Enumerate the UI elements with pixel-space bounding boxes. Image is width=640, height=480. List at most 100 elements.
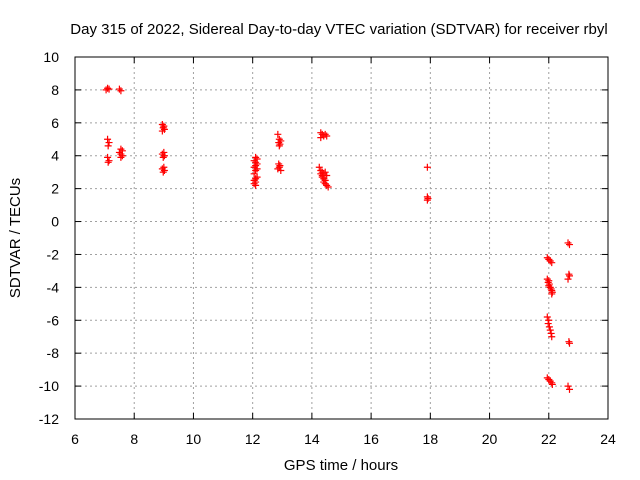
y-axis-label: SDTVAR / TECUs bbox=[7, 178, 24, 298]
data-series-sdtvar bbox=[102, 84, 574, 393]
data-point bbox=[545, 255, 553, 263]
data-point bbox=[250, 157, 258, 165]
data-point bbox=[118, 152, 126, 160]
x-tick-label: 16 bbox=[363, 431, 379, 447]
data-point bbox=[321, 168, 329, 176]
data-point bbox=[315, 163, 323, 171]
x-tick-label: 22 bbox=[541, 431, 557, 447]
data-point bbox=[253, 165, 261, 173]
data-point bbox=[321, 180, 329, 188]
y-tick-label: -8 bbox=[47, 345, 60, 361]
data-point bbox=[274, 130, 282, 138]
data-point bbox=[323, 132, 331, 140]
data-point bbox=[318, 173, 326, 181]
x-tick-label: 6 bbox=[71, 431, 79, 447]
data-point bbox=[159, 124, 167, 132]
data-point bbox=[158, 120, 166, 128]
x-tick-label: 20 bbox=[482, 431, 498, 447]
y-tick-label: 0 bbox=[51, 214, 59, 230]
data-point bbox=[159, 153, 167, 161]
data-point bbox=[546, 326, 554, 334]
x-tick-label: 10 bbox=[186, 431, 202, 447]
data-point bbox=[543, 313, 551, 321]
data-point bbox=[543, 374, 551, 382]
data-point bbox=[275, 142, 283, 150]
grid-lines bbox=[75, 57, 608, 419]
data-point bbox=[543, 254, 551, 262]
data-point bbox=[115, 85, 123, 93]
x-tick-label: 12 bbox=[245, 431, 261, 447]
data-point bbox=[102, 86, 110, 94]
data-point bbox=[564, 239, 572, 247]
data-point bbox=[566, 385, 574, 393]
y-tick-label: 10 bbox=[43, 49, 59, 65]
data-point bbox=[544, 320, 552, 328]
data-point bbox=[548, 259, 556, 267]
data-point bbox=[423, 196, 431, 204]
data-point bbox=[105, 139, 113, 147]
data-point bbox=[160, 167, 168, 175]
data-point bbox=[317, 134, 325, 142]
y-tick-labels: 10 8 6 4 2 0 -2 -4 -6 -8 -10 -12 bbox=[39, 49, 59, 427]
data-point bbox=[566, 339, 574, 347]
data-point bbox=[277, 167, 285, 175]
data-point bbox=[323, 181, 331, 189]
y-tick-label: -2 bbox=[47, 246, 60, 262]
y-tick-label: 4 bbox=[51, 148, 59, 164]
data-point bbox=[548, 290, 556, 298]
x-tick-label: 14 bbox=[304, 431, 320, 447]
data-point bbox=[423, 163, 431, 171]
x-tick-labels: 6 8 10 12 14 16 18 20 22 24 bbox=[71, 431, 616, 447]
data-point bbox=[252, 181, 260, 189]
data-point bbox=[543, 275, 551, 283]
data-point bbox=[548, 380, 556, 388]
data-point bbox=[275, 163, 283, 171]
data-point bbox=[105, 85, 113, 93]
data-point bbox=[545, 323, 553, 331]
data-point bbox=[158, 127, 166, 135]
data-point bbox=[159, 168, 167, 176]
data-point bbox=[250, 180, 258, 188]
data-point bbox=[253, 173, 261, 181]
data-point bbox=[274, 165, 282, 173]
y-tick-label: -6 bbox=[47, 312, 60, 328]
data-point bbox=[104, 142, 112, 150]
y-tick-label: -4 bbox=[47, 279, 60, 295]
data-point bbox=[250, 163, 258, 171]
data-point bbox=[104, 135, 112, 143]
data-point bbox=[548, 333, 556, 341]
y-tick-label: -10 bbox=[39, 378, 59, 394]
data-point bbox=[117, 87, 125, 95]
data-point bbox=[564, 275, 572, 283]
chart-title: Day 315 of 2022, Sidereal Day-to-day VTE… bbox=[70, 21, 607, 38]
data-point bbox=[566, 272, 574, 280]
y-tick-label: 8 bbox=[51, 82, 59, 98]
data-point bbox=[105, 157, 113, 165]
data-point bbox=[252, 167, 260, 175]
data-point bbox=[160, 152, 168, 160]
x-tick-label: 18 bbox=[423, 431, 439, 447]
data-point bbox=[323, 171, 331, 179]
x-tick-label: 8 bbox=[130, 431, 138, 447]
data-point bbox=[117, 153, 125, 161]
data-point bbox=[546, 283, 554, 291]
data-point bbox=[250, 170, 258, 178]
data-point bbox=[104, 84, 112, 92]
data-point bbox=[115, 148, 123, 156]
data-point bbox=[564, 382, 572, 390]
data-point bbox=[321, 130, 329, 138]
y-tick-label: -12 bbox=[39, 411, 59, 427]
y-tick-label: 6 bbox=[51, 115, 59, 131]
data-point bbox=[320, 178, 328, 186]
data-point bbox=[104, 158, 112, 166]
x-tick-label: 24 bbox=[600, 431, 616, 447]
plot-frame bbox=[74, 56, 609, 420]
data-point bbox=[566, 241, 574, 249]
x-axis-label: GPS time / hours bbox=[284, 457, 398, 474]
data-point bbox=[546, 257, 554, 265]
data-point bbox=[324, 183, 332, 191]
data-point bbox=[545, 376, 553, 384]
y-tick-label: 2 bbox=[51, 181, 59, 197]
axis-ticks bbox=[74, 56, 609, 420]
